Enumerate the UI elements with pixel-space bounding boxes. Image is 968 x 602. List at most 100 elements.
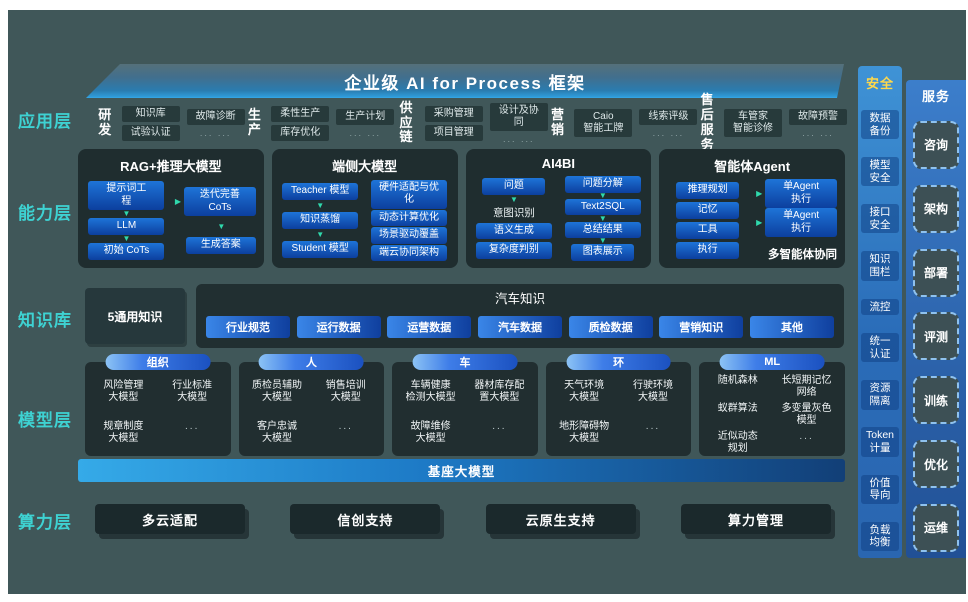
cap-step: 端云协同架构 (371, 244, 448, 262)
cap-col: ▶ 单Agent 执行 ▶ 单Agent 执行 多智能体协同 (756, 179, 837, 262)
arrow-down-icon: ▼ (122, 209, 131, 219)
app-item: 故障诊断 (186, 108, 245, 125)
app-item-more: ... ... (349, 127, 381, 138)
service-column: 服务 咨询 架构 部署 评测 训练 优化 运维 (906, 80, 966, 558)
app-item: 知识库 (121, 105, 180, 122)
security-item: 模型 安全 (861, 157, 899, 187)
model-item: 地形障碍物 大模型 (559, 421, 610, 444)
capability-layer-row: RAG+推理大模型 提示词工 程 ▼ LLM ▼ 初始 CoTs ▶ 迭代完善 … (78, 149, 845, 268)
model-group-environment: 环 天气环境 大模型 行驶环境 大模型 地形障碍物 大模型 ... (545, 354, 692, 456)
app-group-after-sales: 售后 服务 车管家 智能诊修 故障预警 ... ... (697, 92, 847, 153)
app-col: Caio 智能工牌 (574, 109, 633, 137)
security-item: 负载 均衡 (861, 521, 899, 551)
cap-box-ai4bi: AI4BI 问题 ▼ 意图识别 语义生成 复杂度判别 问题分解 ▼ Text2S… (465, 149, 652, 268)
cap-box-title: AI4BI (541, 156, 575, 171)
cap-step: 动态计算优化 (371, 209, 448, 227)
arrow-right-icon: ▶ (756, 217, 763, 227)
layer-label-knowledge: 知识库 (18, 311, 72, 330)
compute-layer-row: 多云适配 信创支持 云原生支持 算力管理 (95, 504, 831, 536)
model-item: 故障维修 大模型 (410, 421, 451, 444)
knowledge-chip-row: 行业规范 运行数据 运营数据 汽车数据 质检数据 营销知识 其他 (206, 311, 834, 342)
cap-step: 单Agent 执行 (765, 208, 837, 237)
application-layer-row: 研发 知识库 试验认证 故障诊断 ... ... 生产 柔性生产 库存优化 生产… (95, 92, 847, 152)
service-item: 评测 (913, 312, 959, 361)
model-group-vehicle: 车 车辆健康 检测大模型 器材库存配 置大模型 故障维修 大模型 ... (392, 354, 538, 456)
cap-step: 工具 (676, 222, 740, 239)
arrow-down-icon: ▼ (316, 230, 325, 239)
security-item: 接口 安全 (861, 204, 899, 234)
app-item: 生产计划 (336, 108, 395, 125)
model-item-more: ... (338, 421, 353, 432)
app-item: 库存优化 (271, 124, 330, 141)
app-group-label: 售后 服务 (700, 92, 714, 152)
app-group-marketing: 营销 Caio 智能工牌 线索评级 ... ... (548, 107, 698, 138)
multi-agent-label: 多智能体协同 (768, 249, 837, 261)
app-item-more: ... ... (802, 127, 834, 138)
app-col: 生产计划 ... ... (336, 108, 395, 138)
model-item-more: ... (645, 421, 661, 432)
app-group-supply-chain: 供应 链 采购管理 项目管理 设计及协同 ... ... (394, 100, 548, 146)
arrow-right-icon: ▶ (174, 196, 182, 206)
security-item: 价值 导向 (861, 474, 899, 504)
knowledge-chip: 运营数据 (387, 315, 472, 338)
cap-step: 执行 (676, 242, 740, 259)
model-item: 长短期记忆 网络 (781, 375, 832, 398)
model-item: 风险管理 大模型 (103, 380, 144, 403)
model-group-pill: 车 (412, 354, 518, 370)
layer-label-application: 应用层 (18, 112, 72, 131)
auto-knowledge-box: 汽车知识 行业规范 运行数据 运营数据 汽车数据 质检数据 营销知识 其他 (196, 284, 844, 348)
cap-step: 记忆 (676, 202, 740, 219)
app-group-label: 营销 (551, 107, 565, 137)
app-item: 项目管理 (424, 124, 483, 141)
model-item: 质检员辅助 大模型 (251, 380, 302, 403)
app-item: 设计及协同 (489, 102, 548, 131)
model-item: 多变量灰色 模型 (781, 403, 832, 426)
arrow-right-icon: ▶ (756, 188, 763, 198)
cap-step: 提示词工 程 (88, 181, 165, 211)
model-group-pill: 人 (258, 354, 364, 370)
cap-step: 迭代完善 CoTs (184, 187, 256, 217)
security-item: Token 计量 (861, 427, 899, 457)
model-item: 规章制度 大模型 (103, 421, 144, 444)
cap-step: 初始 CoTs (88, 243, 165, 260)
app-col: 车管家 智能诊修 (723, 109, 782, 137)
cap-step: 图表展示 (571, 244, 635, 261)
security-item: 流控 (861, 298, 899, 316)
service-item: 架构 (913, 184, 959, 233)
model-item-more: ... (492, 421, 507, 432)
layer-label-capability: 能力层 (18, 204, 72, 223)
model-group-pill: 组织 (105, 354, 211, 370)
model-item: 天气环境 大模型 (564, 380, 605, 403)
compute-item: 多云适配 (95, 504, 245, 534)
app-col: 采购管理 项目管理 (424, 105, 483, 141)
model-item: 客户忠诚 大模型 (256, 421, 297, 444)
app-col: 故障诊断 ... ... (186, 108, 245, 138)
cap-box-title: RAG+推理大模型 (120, 159, 222, 174)
app-col: 故障预警 ... ... (788, 108, 847, 138)
cap-step: 硬件适配与优 化 (371, 179, 448, 209)
cap-step: Teacher 模型 (282, 183, 359, 200)
app-item-more: ... ... (652, 127, 685, 138)
app-item-more: ... ... (502, 133, 535, 144)
app-item: 车管家 智能诊修 (723, 109, 782, 137)
knowledge-chip: 运行数据 (296, 315, 381, 338)
cap-col: 推理规划 记忆 工具 执行 (667, 179, 748, 262)
service-item: 训练 (913, 376, 959, 425)
compute-item: 信创支持 (290, 504, 441, 534)
app-group-production: 生产 柔性生产 库存优化 生产计划 ... ... (245, 105, 395, 141)
cap-col: 提示词工 程 ▼ LLM ▼ 初始 CoTs (86, 179, 167, 262)
general-knowledge-box: 5通用知识 (85, 288, 185, 344)
app-group-label: 研发 (98, 107, 112, 137)
arrow-down-icon: ▼ (598, 236, 607, 246)
cap-step: Text2SQL (564, 198, 641, 216)
app-col: 设计及协同 ... ... (489, 102, 548, 144)
cap-col: 问题分解 ▼ Text2SQL ▼ 总结结果 ▼ 图表展示 (562, 175, 643, 262)
cap-col: 问题 ▼ 意图识别 语义生成 复杂度判别 (474, 175, 555, 262)
app-group-rd: 研发 知识库 试验认证 故障诊断 ... ... (95, 105, 245, 141)
arrow-down-icon: ▼ (316, 201, 325, 210)
service-header: 服务 (921, 89, 950, 104)
model-group-people: 人 质检员辅助 大模型 销售培训 大模型 客户忠诚 大模型 ... (238, 354, 385, 456)
app-item: 柔性生产 (271, 105, 330, 122)
security-item: 知识 围栏 (861, 251, 899, 281)
